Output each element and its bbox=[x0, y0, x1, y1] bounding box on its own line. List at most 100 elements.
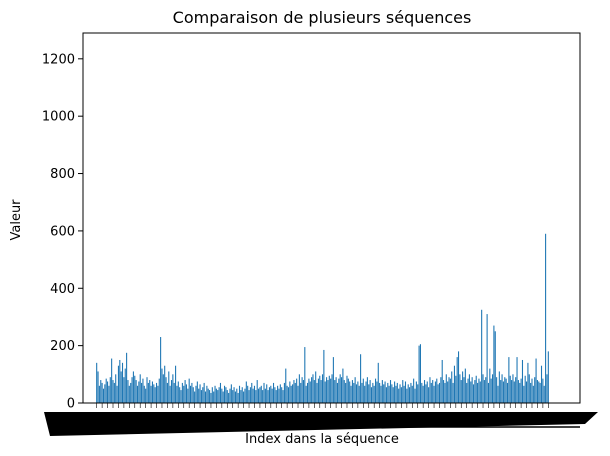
bar-309 bbox=[516, 357, 518, 403]
bar-274 bbox=[468, 374, 470, 403]
bar-153 bbox=[304, 347, 306, 403]
bar-281 bbox=[478, 378, 480, 403]
bar-52 bbox=[166, 382, 168, 403]
bar-234 bbox=[414, 388, 416, 403]
bar-285 bbox=[483, 380, 485, 403]
bar-0 bbox=[96, 362, 98, 403]
bar-325 bbox=[538, 381, 540, 403]
bar-235 bbox=[415, 381, 417, 403]
bar-13 bbox=[113, 382, 115, 403]
bar-232 bbox=[411, 385, 413, 403]
bar-192 bbox=[357, 381, 359, 403]
bar-113 bbox=[249, 387, 251, 403]
y-tick-label-0: 0 bbox=[67, 397, 75, 412]
bar-35 bbox=[143, 385, 145, 403]
bar-221 bbox=[396, 382, 398, 403]
bar-149 bbox=[298, 374, 300, 403]
bar-46 bbox=[158, 378, 160, 403]
bar-37 bbox=[146, 377, 148, 403]
bar-96 bbox=[226, 390, 228, 403]
bar-68 bbox=[188, 378, 190, 403]
bar-182 bbox=[343, 380, 345, 403]
bar-233 bbox=[413, 378, 415, 403]
bar-304 bbox=[509, 375, 511, 403]
y-tick-label-4: 800 bbox=[50, 167, 75, 182]
bar-63 bbox=[181, 382, 183, 403]
bar-187 bbox=[350, 385, 352, 403]
bar-97 bbox=[228, 392, 230, 403]
bar-32 bbox=[139, 374, 141, 403]
bar-74 bbox=[196, 381, 198, 403]
bar-185 bbox=[347, 378, 349, 403]
bar-310 bbox=[517, 380, 519, 403]
bar-16 bbox=[117, 365, 119, 403]
bar-150 bbox=[300, 382, 302, 403]
bar-195 bbox=[361, 382, 363, 403]
bar-124 bbox=[264, 388, 266, 403]
bar-293 bbox=[494, 331, 496, 403]
bar-295 bbox=[497, 385, 499, 403]
x-axis bbox=[44, 403, 598, 436]
bar-200 bbox=[368, 384, 370, 403]
bar-120 bbox=[259, 387, 261, 403]
bar-297 bbox=[500, 380, 502, 403]
bar-24 bbox=[128, 385, 130, 403]
bar-127 bbox=[268, 387, 270, 403]
bar-12 bbox=[112, 380, 114, 403]
bar-288 bbox=[487, 382, 490, 403]
y-axis-label: Valeur bbox=[9, 199, 24, 241]
bar-214 bbox=[387, 382, 389, 403]
bar-229 bbox=[407, 384, 409, 403]
bar-253 bbox=[440, 377, 442, 403]
bar-98 bbox=[229, 388, 231, 403]
bar-223 bbox=[399, 384, 401, 403]
bars-group bbox=[96, 233, 549, 403]
bar-252 bbox=[438, 382, 441, 403]
bar-33 bbox=[141, 382, 143, 403]
bar-78 bbox=[202, 387, 204, 403]
y-tick-label-3: 600 bbox=[50, 224, 75, 239]
bar-138 bbox=[283, 382, 285, 403]
y-tick-label-5: 1000 bbox=[42, 110, 75, 125]
bar-307 bbox=[513, 381, 515, 403]
bar-7 bbox=[105, 378, 107, 403]
bar-48 bbox=[161, 368, 163, 403]
bar-242 bbox=[425, 384, 427, 403]
bar-249 bbox=[434, 381, 436, 403]
bar-224 bbox=[400, 387, 402, 403]
bar-134 bbox=[278, 388, 280, 403]
bar-169 bbox=[326, 377, 328, 403]
bar-31 bbox=[138, 381, 140, 403]
bar-104 bbox=[237, 392, 239, 403]
bar-184 bbox=[346, 375, 348, 403]
bar-5 bbox=[102, 388, 105, 403]
bar-70 bbox=[191, 382, 193, 403]
bar-291 bbox=[492, 374, 494, 403]
bar-38 bbox=[147, 382, 149, 403]
bar-190 bbox=[354, 377, 356, 403]
bar-162 bbox=[316, 382, 318, 403]
bar-4 bbox=[101, 382, 103, 403]
bar-75 bbox=[198, 388, 200, 403]
bar-117 bbox=[255, 390, 257, 403]
bar-275 bbox=[470, 381, 472, 403]
bar-322 bbox=[534, 377, 536, 403]
bar-126 bbox=[267, 390, 269, 403]
bar-99 bbox=[230, 384, 232, 403]
bar-18 bbox=[120, 371, 122, 403]
bar-216 bbox=[389, 380, 392, 403]
bar-112 bbox=[248, 390, 250, 403]
bar-27 bbox=[132, 371, 134, 403]
bar-239 bbox=[421, 382, 423, 403]
bar-156 bbox=[308, 378, 310, 403]
bar-72 bbox=[194, 391, 196, 403]
bar-294 bbox=[496, 377, 498, 403]
bar-20 bbox=[123, 377, 125, 403]
bar-194 bbox=[360, 354, 362, 403]
bar-260 bbox=[449, 378, 451, 403]
bar-93 bbox=[222, 391, 224, 403]
bar-270 bbox=[463, 377, 465, 403]
bar-245 bbox=[429, 377, 431, 403]
bar-177 bbox=[336, 382, 339, 403]
bar-255 bbox=[443, 380, 445, 403]
